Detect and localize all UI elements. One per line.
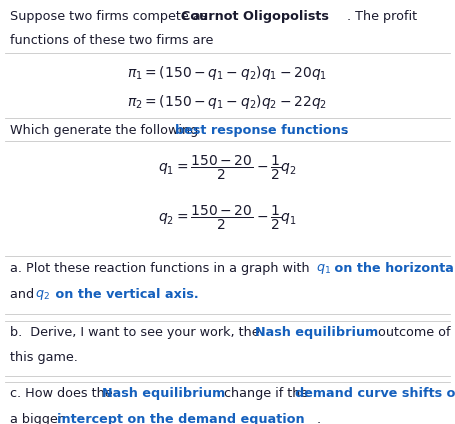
Text: Nash equilibrium: Nash equilibrium: [255, 326, 378, 339]
Text: Which generate the following: Which generate the following: [10, 124, 202, 137]
Text: $q_2$: $q_2$: [35, 288, 51, 302]
Text: $\pi_2 = (150 - q_1 - q_2)q_2 - 22q_2$: $\pi_2 = (150 - q_1 - q_2)q_2 - 22q_2$: [127, 93, 328, 111]
Text: a bigger: a bigger: [10, 413, 67, 424]
Text: outcome of: outcome of: [374, 326, 450, 339]
Text: $q_2 = \dfrac{150 - 20}{2} - \dfrac{1}{2}q_1$: $q_2 = \dfrac{150 - 20}{2} - \dfrac{1}{2…: [158, 204, 297, 232]
Text: . The profit: . The profit: [347, 10, 417, 23]
Text: a. Plot these reaction functions in a graph with: a. Plot these reaction functions in a gr…: [10, 262, 313, 275]
Text: b.  Derive, I want to see your work, the: b. Derive, I want to see your work, the: [10, 326, 263, 339]
Text: on the vertical axis.: on the vertical axis.: [51, 288, 198, 301]
Text: Nash equilibrium: Nash equilibrium: [102, 387, 225, 400]
Text: .: .: [317, 413, 321, 424]
Text: on the horizontal axis: on the horizontal axis: [330, 262, 455, 275]
Text: change if the: change if the: [220, 387, 313, 400]
Text: Cournot Oligopolists: Cournot Oligopolists: [181, 10, 329, 23]
Text: $q_1 = \dfrac{150 - 20}{2} - \dfrac{1}{2}q_2$: $q_1 = \dfrac{150 - 20}{2} - \dfrac{1}{2…: [158, 153, 297, 182]
Text: intercept on the demand equation: intercept on the demand equation: [57, 413, 305, 424]
Text: c. How does the: c. How does the: [10, 387, 116, 400]
Text: and: and: [10, 288, 38, 301]
Text: best response functions: best response functions: [175, 124, 349, 137]
Text: this game.: this game.: [10, 351, 78, 364]
Text: functions of these two firms are: functions of these two firms are: [10, 34, 213, 47]
Text: Suppose two firms compete as: Suppose two firms compete as: [10, 10, 212, 23]
Text: .: .: [344, 124, 348, 137]
Text: demand curve shifts out,: demand curve shifts out,: [295, 387, 455, 400]
Text: $q_1$: $q_1$: [316, 262, 331, 276]
Text: $\pi_1 = (150 - q_1 - q_2)q_1 - 20q_1$: $\pi_1 = (150 - q_1 - q_2)q_1 - 20q_1$: [127, 64, 328, 82]
